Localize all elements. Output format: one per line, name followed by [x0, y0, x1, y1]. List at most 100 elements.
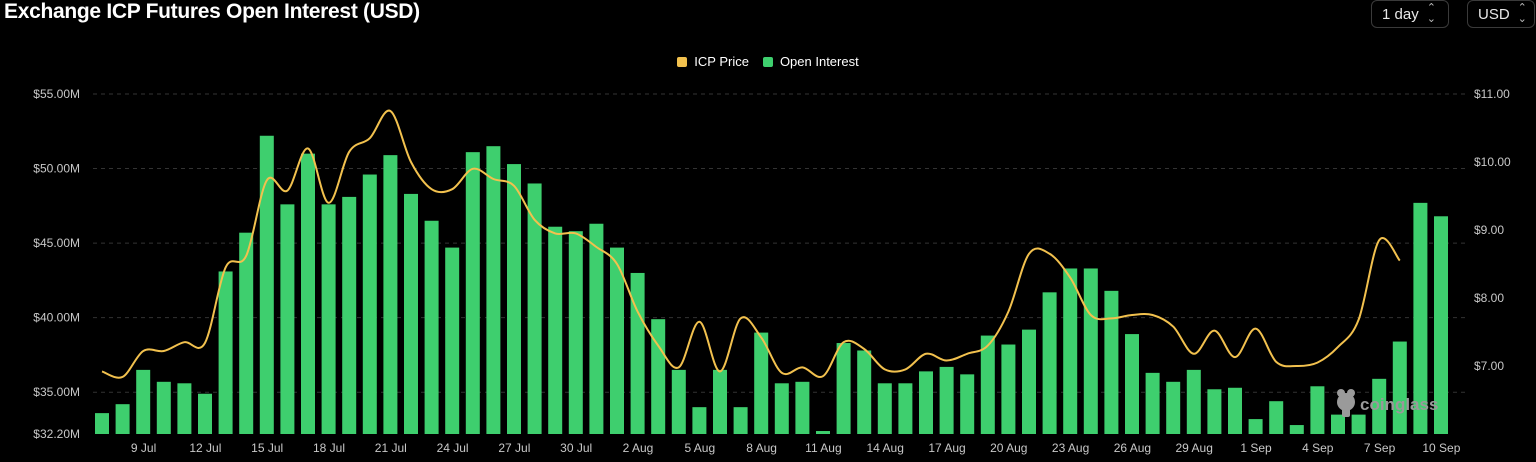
open-interest-bar[interactable]: [610, 247, 624, 434]
open-interest-bar[interactable]: [1207, 389, 1222, 434]
open-interest-bar[interactable]: [1310, 386, 1325, 434]
right-axis-tick-label: $7.00: [1474, 359, 1504, 373]
open-interest-bar[interactable]: [95, 413, 109, 434]
open-interest-bar[interactable]: [1351, 414, 1366, 434]
open-interest-bar[interactable]: [1289, 425, 1304, 434]
open-interest-bar[interactable]: [177, 383, 192, 434]
open-interest-bar[interactable]: [1392, 341, 1407, 434]
open-interest-bar[interactable]: [568, 231, 583, 434]
x-axis-tick-label: 11 Aug: [805, 441, 841, 455]
open-interest-bar[interactable]: [857, 350, 872, 434]
open-interest-bar[interactable]: [1001, 344, 1016, 434]
right-axis-tick-label: $9.00: [1474, 223, 1504, 237]
currency-select[interactable]: USD ⌃ ⌄: [1467, 0, 1535, 28]
open-interest-bar[interactable]: [589, 223, 604, 434]
open-interest-bar[interactable]: [898, 383, 913, 434]
open-interest-bar[interactable]: [1063, 268, 1078, 434]
open-interest-bar[interactable]: [713, 369, 727, 434]
open-interest-bar[interactable]: [424, 220, 439, 434]
x-axis-tick-label: 21 Jul: [375, 441, 407, 455]
right-axis-tick-label: $11.00: [1474, 87, 1510, 101]
open-interest-bar[interactable]: [1372, 378, 1387, 434]
open-interest-bar[interactable]: [1083, 268, 1098, 434]
open-interest-bar[interactable]: [1125, 334, 1139, 434]
open-interest-bar[interactable]: [1022, 329, 1036, 434]
up-down-chevron-icon: ⌃ ⌄: [1426, 2, 1436, 25]
open-interest-bar[interactable]: [239, 232, 254, 434]
open-interest-bar[interactable]: [754, 332, 769, 434]
open-interest-bar[interactable]: [1434, 216, 1448, 434]
open-interest-bar[interactable]: [527, 183, 542, 434]
left-axis-tick-label: $35.00M: [33, 385, 80, 399]
open-interest-bar[interactable]: [1166, 381, 1181, 434]
open-interest-bar[interactable]: [1331, 414, 1345, 434]
open-interest-bar[interactable]: [115, 404, 130, 434]
open-interest-bar[interactable]: [280, 204, 295, 434]
open-interest-bar[interactable]: [465, 152, 480, 434]
open-interest-bar[interactable]: [795, 381, 810, 434]
interval-select[interactable]: 1 day ⌃ ⌄: [1371, 0, 1449, 28]
left-axis-tick-label: $40.00M: [33, 311, 80, 325]
x-axis-tick-label: 17 Aug: [928, 441, 965, 455]
open-interest-bar[interactable]: [651, 319, 666, 434]
open-interest-bar[interactable]: [877, 383, 892, 434]
open-interest-bar[interactable]: [259, 135, 274, 434]
open-interest-bar[interactable]: [630, 272, 645, 434]
open-interest-bar[interactable]: [1145, 372, 1160, 434]
open-interest-bar[interactable]: [774, 383, 789, 434]
open-interest-bar[interactable]: [218, 271, 233, 434]
open-interest-bar[interactable]: [383, 155, 398, 434]
x-axis-tick-label: 9 Jul: [131, 441, 156, 455]
open-interest-bar[interactable]: [507, 164, 521, 435]
x-axis-tick-label: 10 Sep: [1422, 441, 1460, 455]
open-interest-bar[interactable]: [404, 193, 418, 434]
left-axis-tick-label: $45.00M: [33, 236, 80, 250]
currency-select-value: USD: [1478, 5, 1510, 23]
open-interest-bar[interactable]: [733, 407, 748, 434]
open-interest-bar[interactable]: [1104, 290, 1119, 434]
legend-item-price[interactable]: ICP Price: [677, 54, 749, 69]
grid-lines: [93, 93, 1466, 393]
open-interest-bar[interactable]: [919, 371, 933, 434]
open-interest-bar[interactable]: [136, 369, 151, 434]
open-interest-bar[interactable]: [836, 343, 851, 434]
legend-item-open-interest[interactable]: Open Interest: [762, 54, 859, 69]
x-axis-tick-label: 18 Jul: [313, 441, 345, 455]
x-axis-tick-label: 30 Jul: [560, 441, 592, 455]
open-interest-bar[interactable]: [1248, 419, 1263, 434]
open-interest-bar[interactable]: [1269, 401, 1284, 434]
open-interest-bar[interactable]: [1413, 202, 1428, 434]
x-axis-tick-label: 24 Jul: [437, 441, 469, 455]
open-interest-bar[interactable]: [1042, 292, 1057, 434]
icp-price-line: [101, 109, 1401, 379]
x-axis-tick-label: 26 Aug: [1114, 441, 1151, 455]
open-interest-bar[interactable]: [342, 196, 357, 434]
price-line-path: [101, 109, 1401, 379]
x-axis-tick-label: 1 Sep: [1240, 441, 1272, 455]
open-interest-bar[interactable]: [692, 407, 707, 434]
open-interest-bar[interactable]: [548, 226, 563, 434]
open-interest-bar[interactable]: [939, 366, 954, 434]
x-axis-tick-label: 12 Jul: [189, 441, 221, 455]
open-interest-bar[interactable]: [980, 335, 995, 434]
open-interest-bar[interactable]: [301, 153, 315, 435]
open-interest-bar[interactable]: [486, 146, 501, 434]
open-interest-bar[interactable]: [198, 393, 212, 434]
open-interest-bar[interactable]: [321, 204, 336, 434]
open-interest-bar[interactable]: [362, 174, 377, 435]
left-axis-tick-label: $32.20M: [33, 427, 80, 441]
x-axis-tick-label: 29 Aug: [1176, 441, 1213, 455]
axis-labels: $55.00M $50.00M $45.00M $40.00M $35.00M $32.2…: [33, 87, 1511, 455]
open-interest-bar[interactable]: [960, 374, 975, 434]
open-interest-bar[interactable]: [1186, 369, 1201, 434]
open-interest-bar[interactable]: [156, 381, 171, 434]
open-interest-bar[interactable]: [671, 369, 686, 434]
open-interest-swatch-icon: [762, 56, 773, 67]
x-axis-tick-label: 20 Aug: [990, 441, 1027, 455]
open-interest-bar[interactable]: [445, 247, 460, 434]
open-interest-bars: [95, 135, 1448, 435]
open-interest-bar[interactable]: [816, 431, 830, 434]
up-down-chevron-icon: ⌃ ⌄: [1517, 2, 1527, 25]
x-axis-tick-label: 23 Aug: [1052, 441, 1089, 455]
open-interest-bar[interactable]: [1228, 387, 1242, 434]
